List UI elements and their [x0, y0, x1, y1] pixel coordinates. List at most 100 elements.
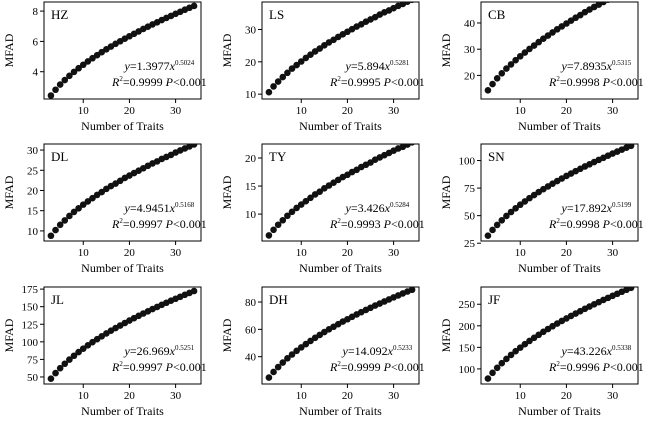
- x-tick-label: 20: [342, 390, 354, 402]
- data-point: [498, 70, 505, 77]
- y-tick-label: 4: [33, 67, 39, 79]
- y-axis-label: MFAD: [220, 175, 234, 209]
- r2-value: =0.9996: [560, 360, 603, 374]
- p-value: <0.001: [391, 360, 425, 374]
- x-axis-label: Number of Traits: [81, 261, 164, 275]
- fit-r2: R2=0.9998 P<0.001: [548, 75, 644, 89]
- eq-coef: =5.894: [351, 59, 385, 73]
- data-point: [485, 87, 492, 94]
- x-tick-label: 30: [388, 390, 400, 402]
- x-tick-label: 30: [170, 390, 182, 402]
- data-point: [48, 375, 55, 382]
- y-tick-label: 25: [27, 165, 39, 177]
- fit-r2: R2=0.9997 P<0.001: [111, 217, 207, 231]
- y-tick-label: 20: [245, 153, 257, 165]
- data-point: [266, 232, 273, 239]
- data-point: [409, 286, 416, 293]
- fit-r2: R2=0.9999 P<0.001: [329, 360, 425, 374]
- x-tick-label: 10: [515, 105, 527, 117]
- eq-exponent: 0.5315: [612, 59, 632, 67]
- panel-title: CB: [488, 7, 506, 22]
- y-axis-label: MFAD: [2, 33, 16, 67]
- y-tick-label: 40: [464, 18, 476, 30]
- x-tick-label: 30: [170, 247, 182, 259]
- x-tick-label: 10: [296, 390, 308, 402]
- r2-value: =0.9998: [560, 217, 603, 231]
- data-point: [52, 86, 59, 93]
- x-tick-label: 20: [124, 247, 136, 259]
- panel-title: DH: [269, 292, 288, 307]
- eq-coef: =7.8935: [567, 59, 607, 73]
- x-axis-label: Number of Traits: [518, 119, 601, 133]
- y-tick-label: 8: [33, 6, 39, 18]
- x-tick-label: 20: [342, 247, 354, 259]
- fit-equation: y=1.3977x0.5024: [124, 59, 195, 73]
- p-value: <0.001: [610, 75, 644, 89]
- x-axis-label: Number of Traits: [299, 404, 382, 418]
- eq-exponent: 0.5251: [175, 344, 195, 352]
- data-point: [48, 232, 55, 239]
- fit-equation: y=7.8935x0.5315: [561, 59, 632, 73]
- r2-value: =0.9998: [560, 75, 603, 89]
- y-tick-label: 20: [27, 185, 39, 197]
- y-axis-label: MFAD: [220, 318, 234, 352]
- y-tick-label: 125: [22, 319, 39, 331]
- x-tick-label: 20: [561, 390, 573, 402]
- eq-coef: =4.9451: [130, 201, 170, 215]
- eq-exponent: 0.5338: [612, 344, 632, 352]
- x-axis-label: Number of Traits: [81, 404, 164, 418]
- p-value: <0.001: [391, 217, 425, 231]
- y-tick-label: 80: [245, 297, 257, 309]
- y-tick-label: 150: [22, 302, 39, 314]
- y-axis-label: MFAD: [439, 175, 453, 209]
- y-tick-label: 15: [27, 206, 39, 218]
- y-tick-label: 75: [464, 183, 476, 195]
- x-tick-label: 20: [124, 390, 136, 402]
- panel-title: HZ: [51, 7, 68, 22]
- r2-value: =0.9999: [123, 75, 166, 89]
- p-value: <0.001: [173, 75, 207, 89]
- p-value: <0.001: [610, 360, 644, 374]
- fit-equation: y=17.892x0.5199: [561, 201, 632, 215]
- r2-value: =0.9993: [341, 217, 384, 231]
- eq-coef: =14.092: [348, 344, 388, 358]
- x-tick-label: 10: [78, 247, 90, 259]
- y-tick-label: 10: [27, 226, 39, 238]
- y-tick-label: 200: [459, 321, 476, 333]
- data-point: [191, 288, 198, 295]
- x-tick-label: 30: [607, 105, 619, 117]
- y-tick-label: 10: [245, 209, 257, 221]
- panel-title: JF: [488, 292, 500, 307]
- y-axis-label: MFAD: [220, 33, 234, 67]
- y-axis-label: MFAD: [439, 318, 453, 352]
- data-point: [489, 227, 496, 234]
- x-tick-label: 20: [561, 247, 573, 259]
- y-tick-label: 30: [27, 145, 39, 157]
- p-value: <0.001: [173, 217, 207, 231]
- x-tick-label: 20: [561, 105, 573, 117]
- y-axis-label: MFAD: [2, 175, 16, 209]
- x-tick-label: 30: [607, 390, 619, 402]
- eq-coef: =1.3977: [130, 59, 170, 73]
- x-tick-label: 10: [296, 105, 308, 117]
- x-axis-label: Number of Traits: [518, 261, 601, 275]
- x-tick-label: 30: [388, 247, 400, 259]
- y-tick-label: 10: [245, 89, 257, 101]
- x-axis-label: Number of Traits: [518, 404, 601, 418]
- x-tick-label: 30: [607, 247, 619, 259]
- y-tick-label: 100: [459, 364, 476, 376]
- data-point: [191, 141, 198, 148]
- x-axis-label: Number of Traits: [81, 119, 164, 133]
- data-point: [485, 232, 492, 239]
- fit-r2: R2=0.9998 P<0.001: [548, 217, 644, 231]
- eq-coef: =3.426: [351, 201, 385, 215]
